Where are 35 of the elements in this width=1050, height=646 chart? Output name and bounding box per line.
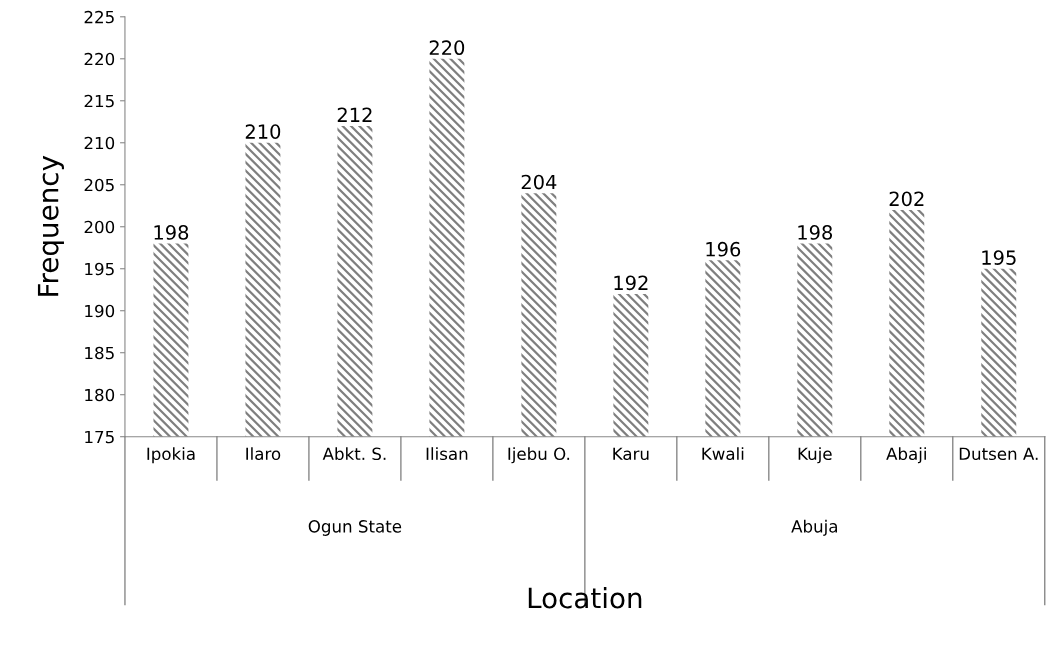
- x-tick-label: Abaji: [886, 447, 926, 464]
- y-tick-label: 205: [84, 178, 114, 192]
- x-tick-label: Kwali: [702, 447, 744, 461]
- y-tick-label: 225: [84, 10, 114, 24]
- x-tick-label: Ipokia: [147, 447, 195, 464]
- y-tick-label: 195: [85, 262, 114, 276]
- text: Abuja: [791, 519, 837, 536]
- data-label: 198: [154, 225, 189, 240]
- y-tick-label: 215: [84, 94, 114, 108]
- x-tick-label: Kuje: [798, 447, 832, 464]
- data-label: 198: [798, 225, 833, 240]
- y-tick-label: 190: [85, 304, 115, 318]
- y-tick-label: 180: [85, 388, 115, 402]
- x-tick-label: Dutsen A.: [959, 447, 1038, 461]
- x-tick-label: Ijebu O.: [508, 447, 570, 464]
- y-axis-title: Frequency: [37, 155, 64, 296]
- y-tick-label: 185: [85, 346, 114, 360]
- x-axis-title: Location: [528, 587, 642, 609]
- data-label: 204: [521, 174, 557, 190]
- data-label: 202: [889, 191, 924, 207]
- y-tick-label: 200: [84, 220, 115, 234]
- y-tick-label: 210: [84, 136, 115, 150]
- x-tick-label: Abkt. S.: [322, 447, 386, 461]
- x-tick-label: Ilisan: [426, 447, 468, 461]
- data-label: 192: [614, 275, 648, 291]
- y-tick-label: 175: [85, 430, 114, 444]
- data-label: 196: [706, 241, 741, 257]
- data-label: 195: [982, 250, 1016, 265]
- data-label: 212: [337, 107, 372, 122]
- y-tick-label: 220: [84, 52, 115, 66]
- data-label: 210: [245, 124, 281, 139]
- x-tick-label: Karu: [613, 447, 649, 461]
- text: Ogun State: [308, 520, 402, 536]
- data-label: 220: [429, 40, 465, 56]
- x-tick-label: Ilaro: [246, 447, 281, 461]
